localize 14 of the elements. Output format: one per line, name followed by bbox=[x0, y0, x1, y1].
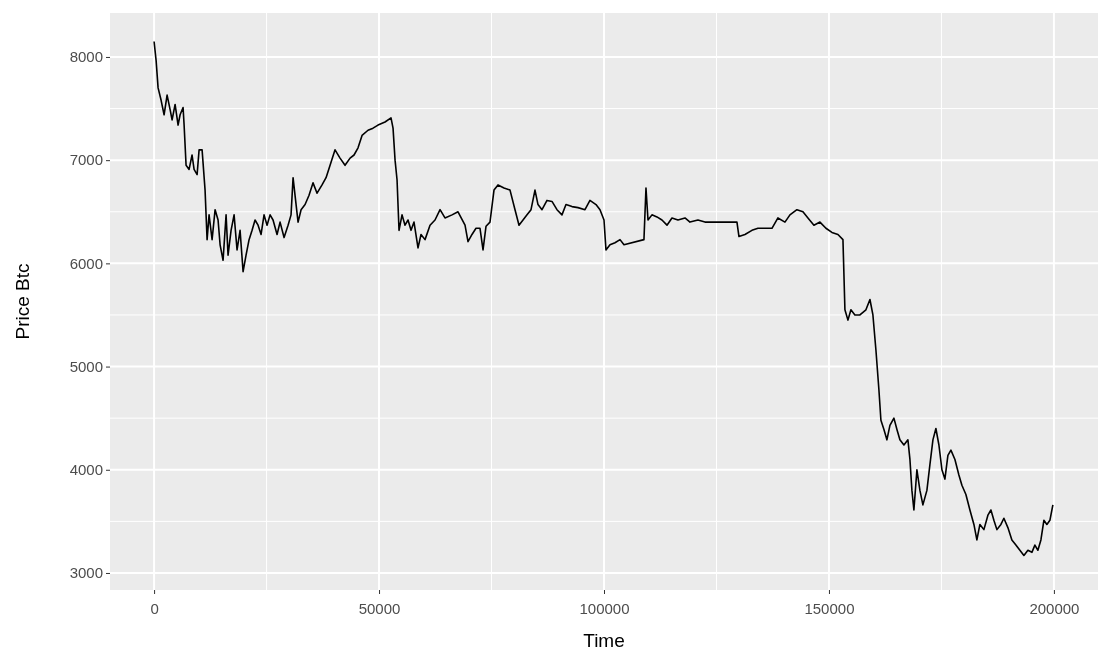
y-tick-label: 4000 bbox=[69, 461, 103, 479]
line-series bbox=[153, 40, 1054, 557]
y-axis-title: Price Btc bbox=[12, 263, 33, 340]
x-tick-label: 50000 bbox=[358, 599, 401, 617]
y-tick-label: 7000 bbox=[69, 151, 103, 169]
x-tick-label: 0 bbox=[150, 599, 159, 617]
x-axis-title: Time bbox=[583, 630, 625, 651]
y-tick-label: 3000 bbox=[69, 564, 103, 582]
x-tick-label: 100000 bbox=[579, 599, 630, 617]
y-tick-label: 6000 bbox=[69, 254, 103, 272]
x-tick-label: 150000 bbox=[804, 599, 855, 617]
y-tick-label: 8000 bbox=[69, 48, 103, 66]
x-tick-label: 200000 bbox=[1029, 599, 1080, 617]
y-tick-label: 5000 bbox=[69, 357, 103, 375]
